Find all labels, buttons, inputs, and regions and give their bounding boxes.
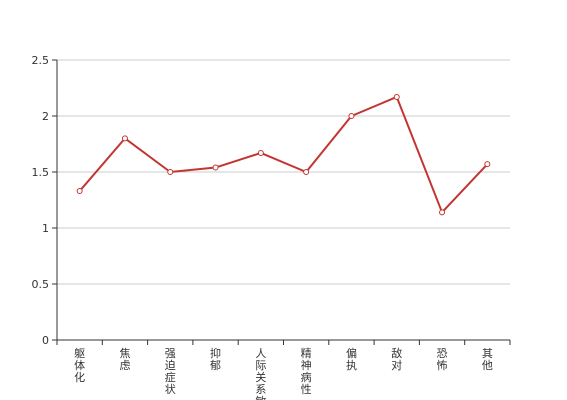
series-line xyxy=(78,95,489,214)
axes xyxy=(52,59,511,345)
x-tick-label: 强迫症状 xyxy=(165,347,176,396)
x-tick-label: 偏执 xyxy=(346,346,357,372)
data-point xyxy=(212,164,219,171)
y-tick-label: 2 xyxy=(42,110,49,123)
x-tick-label: 抑郁 xyxy=(210,346,221,372)
data-point xyxy=(303,169,310,175)
tick-labels: 0 0.5 1 1.5 2 2.5 躯体化 焦虑 强迫症状 抑郁 人际关系敏感 精神病性 偏执 敌对 恐怖 其… xyxy=(32,54,493,400)
series-group xyxy=(76,93,491,216)
gridlines xyxy=(57,59,510,285)
data-point xyxy=(167,169,174,175)
y-tick-label: 1.5 xyxy=(32,166,50,179)
x-tick-label: 焦虑 xyxy=(119,347,130,372)
data-point xyxy=(439,209,446,216)
x-tick-label: 其他 xyxy=(482,347,493,372)
data-point xyxy=(393,93,400,100)
x-tick-label: 敌对 xyxy=(391,346,402,372)
y-tick-label: 2.5 xyxy=(32,54,50,67)
data-point xyxy=(76,188,83,195)
data-point xyxy=(348,113,355,119)
x-tick-label: 精神病性 xyxy=(301,347,312,396)
data-point xyxy=(257,149,264,156)
data-point xyxy=(121,135,128,142)
y-tick-label: 0 xyxy=(42,334,49,347)
data-point xyxy=(484,161,491,168)
y-tick-label: 1 xyxy=(42,222,49,235)
x-tick-label: 恐怖 xyxy=(437,347,448,372)
x-tick-label: 人际关系敏感 xyxy=(255,347,266,400)
y-tick-label: 0.5 xyxy=(32,278,50,291)
x-tick-label: 躯体化 xyxy=(74,347,85,384)
